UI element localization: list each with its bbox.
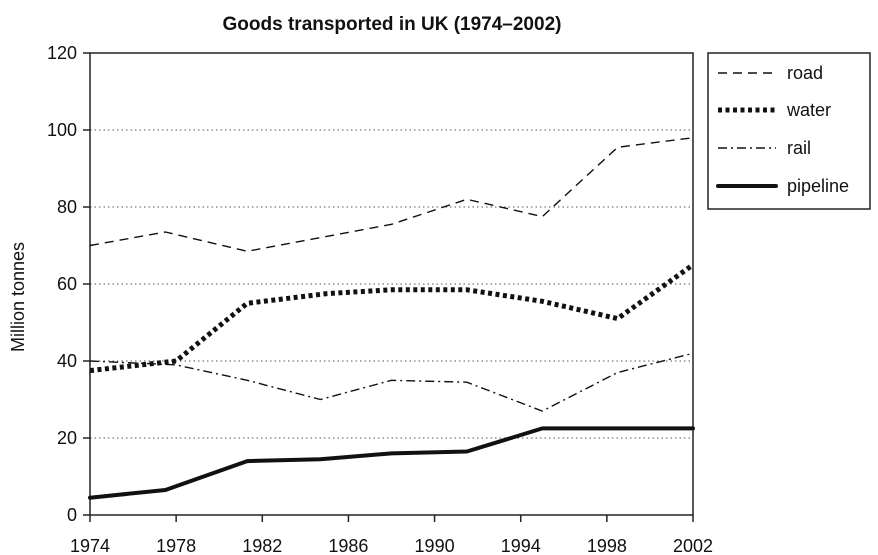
series-line-rail — [89, 352, 694, 412]
x-axis-ticks: 1974 1978 1982 1986 1990 1994 1998 2002 — [70, 515, 713, 555]
gridlines — [90, 129, 693, 439]
series-line-road — [89, 137, 694, 253]
x-tick-label: 1974 — [70, 536, 110, 555]
series-line-pipeline — [88, 426, 695, 500]
series-lines — [88, 137, 695, 500]
y-tick-label: 0 — [67, 505, 77, 525]
x-tick-label: 1982 — [242, 536, 282, 555]
x-tick-label: 2002 — [673, 536, 713, 555]
legend-label-road: road — [787, 63, 823, 83]
y-axis-label: Million tonnes — [8, 242, 28, 352]
x-tick-label: 1998 — [587, 536, 627, 555]
x-tick-label: 1994 — [501, 536, 541, 555]
x-tick-label: 1990 — [415, 536, 455, 555]
legend: road water rail pipeline — [707, 52, 871, 210]
y-axis-ticks: 0 20 40 60 80 100 120 — [47, 43, 90, 525]
chart-title: Goods transported in UK (1974–2002) — [223, 14, 562, 35]
y-tick-label: 20 — [57, 428, 77, 448]
y-tick-label: 60 — [57, 274, 77, 294]
x-tick-label: 1978 — [156, 536, 196, 555]
series-line-water — [89, 262, 695, 374]
legend-label-pipeline: pipeline — [787, 176, 849, 196]
x-tick-label: 1986 — [328, 536, 368, 555]
legend-items: road water rail pipeline — [716, 63, 849, 196]
legend-label-rail: rail — [787, 138, 811, 158]
y-tick-label: 40 — [57, 351, 77, 371]
y-tick-label: 120 — [47, 43, 77, 63]
y-tick-label: 100 — [47, 120, 77, 140]
y-tick-label: 80 — [57, 197, 77, 217]
legend-frame — [707, 52, 871, 210]
legend-label-water: water — [786, 100, 831, 120]
